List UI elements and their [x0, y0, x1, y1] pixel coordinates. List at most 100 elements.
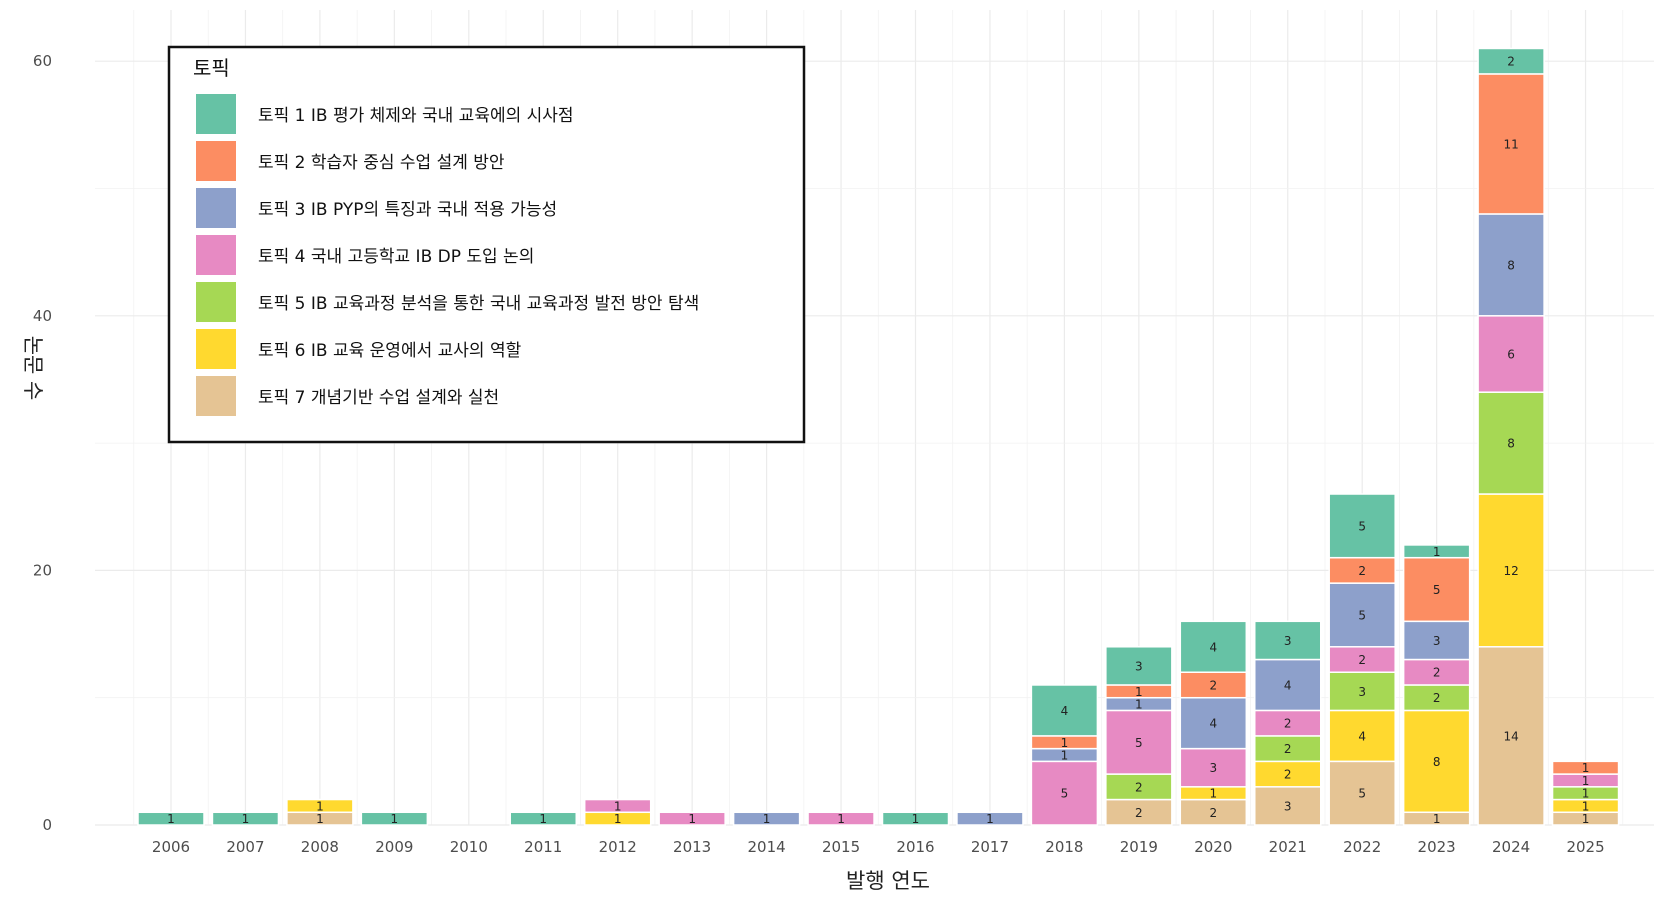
bar-segment	[1477, 391, 1545, 495]
bar-segment	[1105, 646, 1173, 686]
bar-segment	[1328, 556, 1396, 584]
bar-segment	[1402, 556, 1471, 623]
bar-segment	[1402, 684, 1471, 712]
bar-segment	[137, 811, 205, 826]
bar-segment	[1254, 620, 1322, 661]
bar-value-label: 3	[1284, 634, 1292, 648]
bar-segment	[807, 811, 875, 826]
bar-value-label: 6	[1507, 347, 1515, 361]
bar-value-label: 1	[1582, 761, 1590, 775]
bar-value-label: 1	[1582, 787, 1590, 801]
x-tick-label: 2015	[822, 838, 860, 856]
x-tick-label: 2008	[301, 838, 339, 856]
bar-value-label: 1	[1209, 787, 1217, 801]
legend-entry-label: 토픽 6 IB 교육 운영에서 교사의 역할	[258, 341, 522, 361]
bar-value-label: 1	[1135, 685, 1143, 699]
bar-value-label: 1	[391, 812, 399, 826]
bar-value-label: 1	[986, 812, 994, 826]
bar-value-label: 1	[316, 799, 324, 813]
legend-entry-label: 토픽 2 학습자 중심 수업 설계 방안	[258, 153, 505, 173]
bar-segment	[1179, 747, 1248, 788]
y-tick-label: 60	[33, 52, 52, 70]
legend-swatch	[196, 329, 236, 369]
bar-value-label: 1	[1582, 812, 1590, 826]
bar-segment	[1254, 786, 1322, 826]
bar-value-label: 1	[167, 812, 175, 826]
bar-value-label: 3	[1209, 761, 1217, 775]
bar-value-label: 1	[912, 812, 920, 826]
bar-segment	[1179, 671, 1248, 699]
bar-value-label: 1	[1582, 774, 1590, 788]
legend-entry-label: 토픽 4 국내 고등학교 IB DP 도입 논의	[258, 247, 534, 267]
bar-value-label: 8	[1507, 437, 1515, 451]
bar-value-label: 2	[1507, 55, 1515, 69]
bar-segment	[1105, 773, 1173, 801]
bar-segment	[1254, 658, 1322, 712]
y-tick-label: 0	[42, 816, 52, 834]
bar-segment	[1477, 47, 1545, 75]
x-tick-label: 2010	[450, 838, 488, 856]
bar-value-label: 1	[837, 812, 845, 826]
bars: 1 1 111 1 111 1 1 1 1511422511321342432224354325…	[137, 47, 1620, 826]
bar-value-label: 8	[1507, 258, 1515, 272]
bar-segment	[1402, 709, 1471, 814]
bar-value-label: 4	[1209, 640, 1217, 654]
bar-segment	[1179, 798, 1248, 826]
bar-value-label: 8	[1433, 755, 1441, 769]
bar-segment	[1328, 493, 1396, 559]
bar-value-label: 1	[1582, 799, 1590, 813]
legend-swatch	[196, 141, 236, 181]
bar-segment	[286, 798, 354, 814]
bar-value-label: 1	[1135, 698, 1143, 712]
bar-value-label: 12	[1503, 564, 1518, 578]
bar-value-label: 2	[1135, 780, 1143, 794]
x-tick-label: 2017	[971, 838, 1009, 856]
x-tick-label: 2009	[375, 838, 413, 856]
legend-box	[167, 45, 806, 444]
bar-value-label: 1	[614, 799, 622, 813]
bar-segment	[1105, 798, 1173, 826]
bar-value-label: 5	[1358, 519, 1366, 533]
y-tick-label: 20	[33, 561, 52, 579]
x-tick-label: 2024	[1492, 838, 1530, 856]
bar-value-label: 1	[1433, 545, 1441, 559]
x-tick-label: 2013	[673, 838, 711, 856]
legend-swatch	[196, 282, 236, 322]
x-tick-label: 2018	[1045, 838, 1083, 856]
bar-value-label: 2	[1209, 806, 1217, 820]
bar-segment	[1477, 493, 1545, 648]
bar-value-label: 4	[1358, 729, 1366, 743]
x-tick-label: 2021	[1269, 838, 1307, 856]
x-tick-label: 2020	[1194, 838, 1232, 856]
bar-segment	[1179, 696, 1248, 750]
bar-segment	[1328, 582, 1396, 648]
bar-segment	[881, 811, 950, 826]
bar-segment	[1328, 760, 1396, 826]
bar-segment	[211, 811, 280, 826]
bar-segment	[1402, 658, 1471, 686]
legend-swatch	[196, 376, 236, 416]
legend-entry-label: 토픽 7 개념기반 수업 설계와 실천	[258, 388, 499, 408]
bar-segment	[1402, 620, 1471, 661]
bar-value-label: 5	[1061, 787, 1069, 801]
bar-segment	[956, 811, 1024, 826]
bar-value-label: 4	[1061, 704, 1069, 718]
bar-value-label: 11	[1503, 137, 1518, 151]
bar-value-label: 14	[1503, 729, 1518, 743]
bar-value-label: 1	[688, 812, 696, 826]
x-tick-label: 2014	[748, 838, 786, 856]
bar-value-label: 5	[1135, 736, 1143, 750]
bar-value-label: 1	[763, 812, 771, 826]
bar-value-label: 2	[1433, 666, 1441, 680]
y-tick-label: 40	[33, 307, 52, 325]
bar-segment	[1477, 213, 1545, 317]
legend-entry-label: 토픽 5 IB 교육과정 분석을 통한 국내 교육과정 발전 방안 탐색	[258, 294, 699, 314]
bar-value-label: 3	[1135, 659, 1143, 673]
bar-segment	[732, 811, 801, 826]
x-tick-label: 2012	[599, 838, 637, 856]
bar-value-label: 5	[1358, 787, 1366, 801]
bar-segment	[1402, 544, 1471, 559]
bar-segment	[360, 811, 429, 826]
bar-segment	[1477, 646, 1545, 826]
